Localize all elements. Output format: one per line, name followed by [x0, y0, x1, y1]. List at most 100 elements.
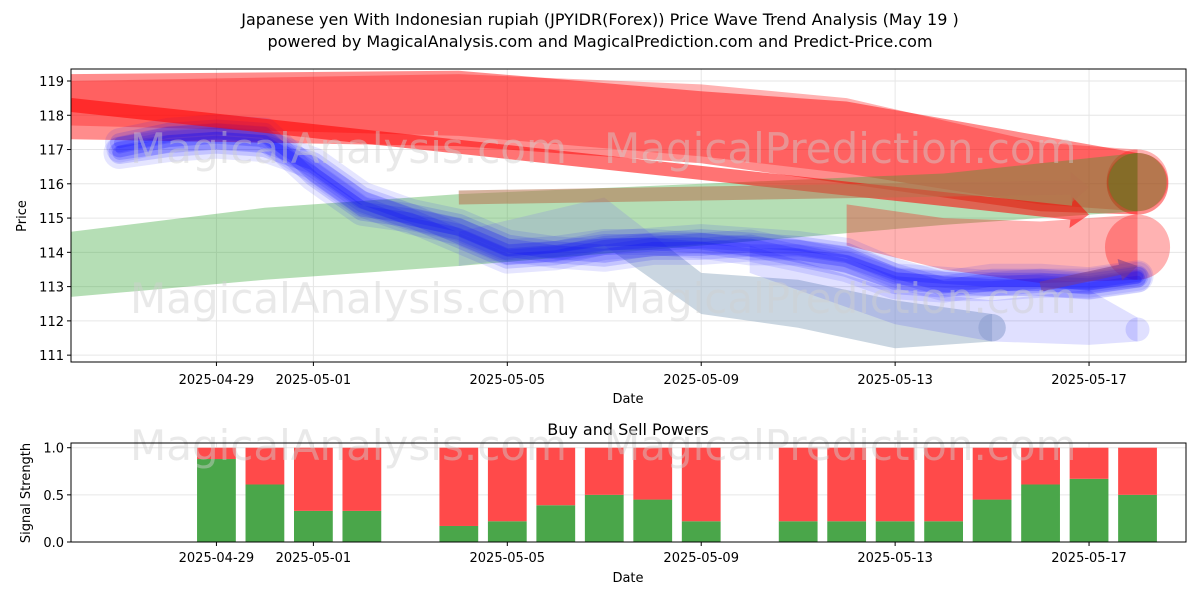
buy-power-bar	[827, 521, 867, 542]
sell-power-bar	[1069, 447, 1109, 479]
price-y-ticks: 111 112 113 114 115 116 117 118 119	[39, 75, 71, 364]
price-y-tick-label: 118	[39, 109, 64, 124]
sell-power-bar	[633, 447, 673, 500]
buy-power-bar	[1118, 494, 1157, 542]
buy-power-bar	[197, 459, 236, 542]
buy-power-bar	[1021, 484, 1060, 542]
chart-subtitle: powered by MagicalAnalysis.com and Magic…	[267, 32, 932, 51]
price-wave-line	[108, 131, 1149, 298]
sell-power-bar	[681, 447, 721, 522]
price-wave-line	[113, 123, 1144, 293]
price-x-tick-label: 2025-04-29	[179, 373, 255, 388]
powers-x-tick-label: 2025-05-17	[1051, 551, 1127, 566]
price-wave-line	[115, 131, 1142, 291]
buy-power-bar	[294, 510, 333, 542]
buy-power-bar	[1069, 478, 1109, 542]
price-x-tick-label: 2025-05-13	[857, 373, 933, 388]
sell-power-bar	[1118, 447, 1157, 495]
sell-power-bar	[245, 447, 285, 485]
powers-x-ticks: 2025-04-29 2025-05-01 2025-05-05 2025-05-09…	[179, 542, 1127, 566]
price-band-cap	[1106, 152, 1169, 215]
chart-title: Japanese yen With Indonesian rupiah (JPY…	[240, 10, 958, 29]
price-y-axis-label: Price	[15, 200, 30, 232]
powers-y-ticks: 0.0 0.5 1.0	[43, 442, 71, 551]
buy-power-bar	[875, 521, 915, 542]
watermark-left-mid: MagicalAnalysis.com	[130, 274, 567, 323]
price-x-ticks: 2025-04-29 2025-05-01 2025-05-05 2025-05-09…	[179, 362, 1127, 388]
powers-x-tick-label: 2025-05-13	[857, 551, 933, 566]
price-y-tick-label: 113	[39, 281, 64, 296]
price-x-tick-label: 2025-05-05	[470, 373, 546, 388]
sell-power-bar	[875, 447, 915, 522]
watermark-right-bottom: MagicalPrediction.com	[604, 421, 1077, 470]
powers-y-axis-label: Signal Strength	[19, 443, 34, 543]
price-wave-line	[103, 126, 1154, 303]
buy-power-bar	[681, 521, 721, 542]
trend-arrow-red	[71, 98, 1089, 228]
price-y-tick-label: 116	[39, 178, 64, 193]
powers-y-tick-label: 0.5	[43, 489, 64, 504]
buy-power-bar	[536, 505, 576, 542]
price-band-blue	[749, 245, 1138, 345]
buy-power-bar	[584, 494, 624, 542]
powers-y-tick-label: 1.0	[43, 442, 64, 457]
watermark-left-bottom: MagicalAnalysis.com	[130, 421, 567, 470]
price-band-slate	[458, 197, 993, 349]
sell-power-bar	[778, 447, 818, 522]
buy-power-bar	[972, 499, 1012, 542]
powers-x-tick-label: 2025-05-09	[663, 551, 739, 566]
price-wave-line	[112, 135, 1145, 294]
sell-power-bar	[536, 447, 576, 506]
trend-arrow-purple	[1039, 259, 1138, 292]
price-band-cap	[1108, 152, 1167, 212]
price-band-cap	[1106, 149, 1169, 212]
sell-power-bar	[827, 447, 867, 522]
price-y-tick-label: 119	[39, 75, 64, 90]
sell-power-bar	[924, 447, 963, 522]
sell-power-bar	[487, 447, 527, 522]
trend-arrow-brown	[458, 172, 1089, 205]
sell-power-bar	[972, 447, 1012, 500]
trend-arrows	[71, 98, 1138, 292]
sell-power-bar	[197, 447, 236, 460]
price-band-cap	[978, 314, 1006, 342]
price-band-red	[71, 70, 1138, 215]
price-wave-line	[111, 127, 1146, 295]
sell-power-bar	[1021, 447, 1060, 485]
buy-power-bar	[245, 484, 285, 542]
price-band-red	[71, 74, 1138, 212]
powers-x-tick-label: 2025-05-05	[470, 551, 546, 566]
price-wave-line	[109, 119, 1148, 297]
buy-power-bar	[633, 499, 673, 542]
price-wave-line	[106, 122, 1151, 300]
buy-power-bar	[439, 525, 479, 542]
powers-x-axis-label: Date	[612, 571, 643, 586]
powers-x-tick-label: 2025-05-01	[276, 551, 352, 566]
price-x-tick-label: 2025-05-17	[1051, 373, 1127, 388]
watermark-left-top: MagicalAnalysis.com	[130, 124, 567, 173]
watermark-right-mid: MagicalPrediction.com	[604, 274, 1077, 323]
price-y-tick-label: 115	[39, 212, 64, 227]
price-axes-frame	[70, 68, 1187, 363]
buy-power-bar	[924, 521, 963, 542]
price-x-tick-label: 2025-05-01	[276, 373, 352, 388]
sell-power-bar	[584, 447, 624, 495]
buy-power-bar	[342, 510, 382, 542]
price-y-tick-label: 114	[39, 246, 64, 261]
price-x-axis-label: Date	[612, 392, 643, 407]
price-y-tick-label: 112	[39, 315, 64, 330]
buy-power-bar	[778, 521, 818, 542]
price-wave-line	[104, 114, 1153, 302]
powers-axes-frame	[70, 442, 1187, 543]
buy-power-bar	[487, 521, 527, 542]
price-y-tick-label: 111	[39, 349, 64, 364]
watermark-right-top: MagicalPrediction.com	[604, 124, 1077, 173]
sell-power-bar	[294, 447, 333, 511]
price-y-tick-label: 117	[39, 144, 64, 159]
price-x-tick-label: 2025-05-09	[663, 373, 739, 388]
sell-power-bar	[342, 447, 382, 511]
powers-bars	[197, 447, 1157, 542]
powers-x-tick-label: 2025-04-29	[179, 551, 255, 566]
